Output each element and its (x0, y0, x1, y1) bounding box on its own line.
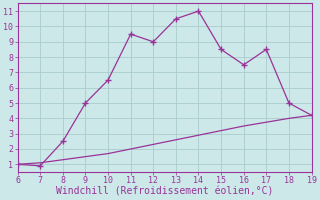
X-axis label: Windchill (Refroidissement éolien,°C): Windchill (Refroidissement éolien,°C) (56, 187, 273, 197)
